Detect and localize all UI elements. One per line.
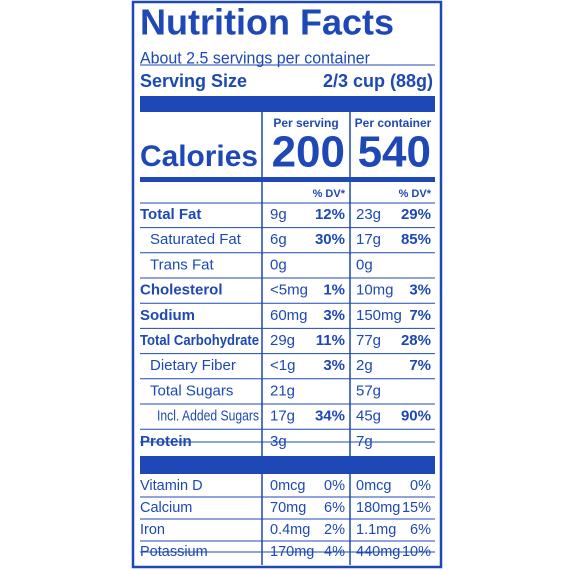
daily-value: 3% <box>323 357 345 374</box>
daily-value: 3% <box>409 282 431 299</box>
daily-value: 3% <box>323 307 345 324</box>
amount: 1.1mg <box>356 522 396 538</box>
thick-bar <box>140 96 435 112</box>
serving-size-label: Serving Size <box>140 71 247 91</box>
daily-value: 90% <box>401 408 431 425</box>
amount: 70mg <box>270 500 306 516</box>
daily-value: 6% <box>324 500 345 516</box>
amount: 23g <box>356 206 381 223</box>
nutrient-name: Trans Fat <box>150 256 214 273</box>
daily-value: 6% <box>410 522 431 538</box>
calories-label: Calories <box>140 140 258 173</box>
daily-value: 0% <box>410 478 431 494</box>
nutrient-name: Total Carbohydrate <box>140 332 259 349</box>
daily-value: 28% <box>401 332 431 349</box>
amount: 0.4mg <box>270 522 310 538</box>
serving-size-value: 2/3 cup (88g) <box>323 71 433 91</box>
daily-value: 7% <box>409 357 431 374</box>
nutrient-name: Sodium <box>140 307 195 324</box>
amount: 45g <box>356 408 381 425</box>
servings: About 2.5 servings per container <box>140 48 370 67</box>
amount: <1g <box>270 357 295 374</box>
nutrient-name: Protein <box>140 433 192 450</box>
nutrient-name: Cholesterol <box>140 282 223 299</box>
medium-bar <box>140 177 435 182</box>
nutrient-name: Calcium <box>140 500 192 516</box>
amount: 0mcg <box>270 478 305 494</box>
amount: <5mg <box>270 282 308 299</box>
nutrient-name: Saturated Fat <box>150 231 242 248</box>
amount: 77g <box>356 332 381 349</box>
amount: 2g <box>356 357 373 374</box>
daily-value: 29% <box>401 206 431 223</box>
nutrient-name: Total Sugars <box>150 382 233 399</box>
daily-value: 85% <box>401 231 431 248</box>
amount: 180mg <box>356 500 400 516</box>
amount: 60mg <box>270 307 308 324</box>
nutrient-name: Total Fat <box>140 206 201 223</box>
dv-header: % DV* <box>313 188 346 200</box>
amount: 17g <box>356 231 381 248</box>
amount: 7g <box>356 433 373 450</box>
nutrient-name: Incl. Added Sugars <box>157 408 259 425</box>
amount: 57g <box>356 382 381 399</box>
column-header: Per container <box>355 116 432 130</box>
daily-value: 7% <box>409 307 431 324</box>
amount: 6g <box>270 231 287 248</box>
amount: 29g <box>270 332 295 349</box>
daily-value: 11% <box>316 332 345 349</box>
nutrient-name: Vitamin D <box>140 478 203 494</box>
amount: 0g <box>356 256 373 273</box>
label-border <box>131 0 443 569</box>
amount: 17g <box>270 408 295 425</box>
daily-value: 34% <box>315 408 345 425</box>
nutrient-name: Dietary Fiber <box>150 357 236 374</box>
title: Nutrition Facts <box>140 2 394 43</box>
amount: 9g <box>270 206 287 223</box>
amount: 150mg <box>356 307 402 324</box>
daily-value: 30% <box>315 231 345 248</box>
column-header: Per serving <box>273 116 338 130</box>
amount: 10mg <box>356 282 394 299</box>
calories-value: 200 <box>272 128 345 177</box>
amount: 21g <box>270 382 295 399</box>
amount: 0mcg <box>356 478 391 494</box>
calories-value: 540 <box>358 128 431 177</box>
nutrient-name: Iron <box>140 522 165 538</box>
daily-value: 12% <box>315 206 345 223</box>
daily-value: 1% <box>323 282 345 299</box>
daily-value: 15% <box>402 500 431 516</box>
dv-header: % DV* <box>399 188 432 200</box>
amount: 3g <box>270 433 287 450</box>
thick-bar <box>140 456 435 474</box>
daily-value: 0% <box>324 478 345 494</box>
daily-value: 2% <box>324 522 345 538</box>
amount: 0g <box>270 256 287 273</box>
